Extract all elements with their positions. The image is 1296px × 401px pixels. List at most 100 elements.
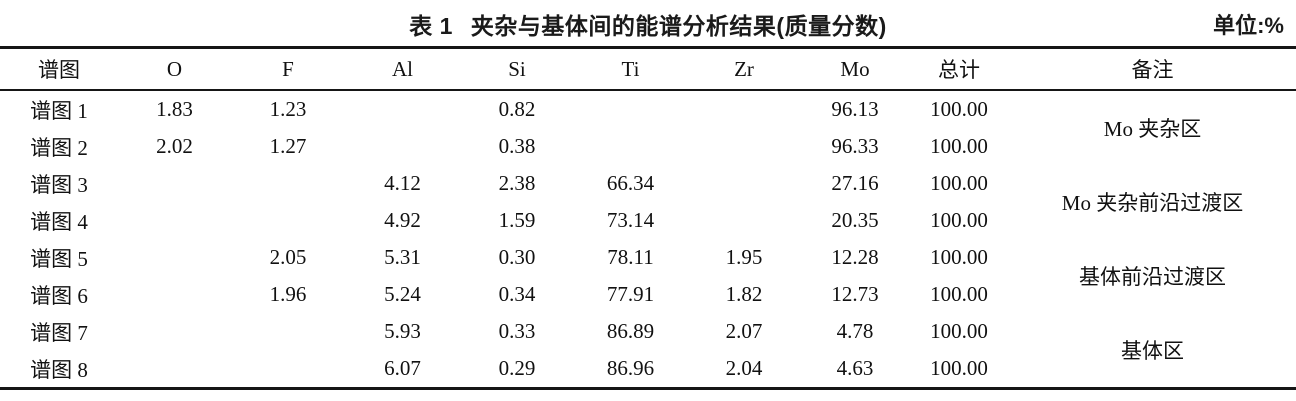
cell-ti: 77.91 <box>606 282 655 306</box>
cell-ti <box>574 128 687 165</box>
cell-f <box>231 350 345 389</box>
cell-total: 100.00 <box>930 134 988 158</box>
cell-zr <box>687 202 801 239</box>
cell-si: 0.38 <box>498 134 536 158</box>
cell-f <box>231 202 345 239</box>
cell-al: 4.92 <box>384 208 421 232</box>
col-header-ti: Ti <box>621 56 640 81</box>
cell-spectrum-label: 谱图 4 <box>30 209 88 234</box>
cell-zr <box>687 90 801 128</box>
cell-zr: 2.07 <box>725 319 763 343</box>
cell-ti: 86.96 <box>606 356 655 380</box>
header-row: 谱图 O F Al Si Ti Zr Mo 总计 备注 <box>0 48 1296 90</box>
cell-o: 2.02 <box>156 134 193 158</box>
cell-o: 1.83 <box>156 97 193 121</box>
remark-cell: Mo 夹杂区 <box>1103 117 1202 141</box>
cell-total: 100.00 <box>930 245 988 269</box>
cell-spectrum-label: 谱图 1 <box>30 98 88 123</box>
cell-mo: 96.33 <box>831 134 879 158</box>
col-header-mo: Mo <box>840 56 870 81</box>
page-title: 表 1 夹杂与基体间的能谱分析结果(质量分数) <box>0 7 1296 41</box>
cell-mo: 4.78 <box>836 319 874 343</box>
cell-spectrum-label: 谱图 6 <box>30 283 88 308</box>
col-header-total: 总计 <box>938 58 980 82</box>
cell-zr: 2.04 <box>725 356 763 380</box>
table-row: 谱图 7 5.93 0.33 86.89 2.07 4.78 100.00 基体… <box>0 313 1296 363</box>
cell-zr <box>687 165 801 202</box>
table-row: 谱图 5 2.05 5.31 0.30 78.11 1.95 12.28 100… <box>0 239 1296 289</box>
cell-total: 100.00 <box>930 356 988 380</box>
cell-f <box>231 165 345 202</box>
cell-f: 1.27 <box>269 134 307 158</box>
cell-total: 100.00 <box>930 282 988 306</box>
cell-f: 1.23 <box>269 97 307 121</box>
cell-si: 0.34 <box>498 282 536 306</box>
cell-o <box>118 313 231 350</box>
cell-ti: 66.34 <box>606 171 655 195</box>
table-row: 谱图 8 6.07 0.29 86.96 2.04 4.63 100.00 <box>0 350 1296 389</box>
cell-mo: 12.73 <box>831 282 879 306</box>
cell-o <box>118 165 231 202</box>
table-row: 谱图 3 4.12 2.38 66.34 27.16 100.00 Mo 夹杂前… <box>0 165 1296 215</box>
cell-ti: 86.89 <box>606 319 655 343</box>
cell-total: 100.00 <box>930 208 988 232</box>
cell-zr: 1.95 <box>725 245 763 269</box>
cell-al: 5.31 <box>384 245 421 269</box>
col-header-al: Al <box>392 56 413 81</box>
cell-si: 1.59 <box>498 208 536 232</box>
cell-al: 4.12 <box>384 171 421 195</box>
cell-total: 100.00 <box>930 97 988 121</box>
cell-al <box>345 128 460 165</box>
col-header-si: Si <box>508 56 526 81</box>
table-number-label: 表 1 <box>409 13 453 39</box>
cell-f <box>231 313 345 350</box>
cell-si: 0.33 <box>498 319 536 343</box>
cell-o <box>118 350 231 389</box>
cell-spectrum-label: 谱图 3 <box>30 172 88 197</box>
cell-spectrum-label: 谱图 5 <box>30 246 88 271</box>
cell-o <box>118 239 231 276</box>
col-header-f: F <box>282 56 294 81</box>
cell-zr <box>687 128 801 165</box>
cell-si: 0.82 <box>498 97 536 121</box>
table-title-text: 夹杂与基体间的能谱分析结果(质量分数) <box>470 13 887 39</box>
cell-al: 5.24 <box>384 282 421 306</box>
table-row: 谱图 4 4.92 1.59 73.14 20.35 100.00 <box>0 202 1296 239</box>
col-header-spectrum: 谱图 <box>38 58 80 82</box>
cell-ti <box>574 90 687 128</box>
cell-ti: 78.11 <box>607 245 654 269</box>
unit-label: 单位:% <box>1213 13 1284 38</box>
table-caption-bar: 表 1 夹杂与基体间的能谱分析结果(质量分数) 单位:% <box>0 0 1296 46</box>
remark-cell: 基体区 <box>1121 339 1184 363</box>
cell-o <box>118 202 231 239</box>
cell-al: 6.07 <box>384 356 421 380</box>
cell-si: 0.30 <box>498 245 536 269</box>
remark-cell: 基体前沿过渡区 <box>1079 265 1226 289</box>
col-header-o: O <box>166 56 183 81</box>
cell-spectrum-label: 谱图 2 <box>30 135 88 160</box>
cell-al <box>345 90 460 128</box>
cell-total: 100.00 <box>930 319 988 343</box>
cell-spectrum-label: 谱图 7 <box>30 320 88 345</box>
table-row: 谱图 2 2.02 1.27 0.38 96.33 100.00 <box>0 128 1296 165</box>
cell-mo: 20.35 <box>831 208 879 232</box>
cell-f: 1.96 <box>269 282 307 306</box>
col-header-remark: 备注 <box>1131 58 1174 82</box>
cell-ti: 73.14 <box>606 208 655 232</box>
cell-al: 5.93 <box>384 319 421 343</box>
cell-o <box>118 276 231 313</box>
cell-total: 100.00 <box>930 171 988 195</box>
remark-cell: Mo 夹杂前沿过渡区 <box>1061 191 1244 215</box>
cell-mo: 27.16 <box>831 171 879 195</box>
cell-spectrum-label: 谱图 8 <box>30 357 88 382</box>
data-table: 谱图 O F Al Si Ti Zr Mo 总计 备注 谱图 1 1.83 1.… <box>0 46 1296 390</box>
cell-mo: 96.13 <box>831 97 879 121</box>
cell-mo: 4.63 <box>836 356 874 380</box>
cell-si: 0.29 <box>498 356 536 380</box>
cell-si: 2.38 <box>498 171 536 195</box>
cell-mo: 12.28 <box>831 245 879 269</box>
table-row: 谱图 6 1.96 5.24 0.34 77.91 1.82 12.73 100… <box>0 276 1296 313</box>
cell-f: 2.05 <box>269 245 307 269</box>
table-row: 谱图 1 1.83 1.23 0.82 96.13 100.00 Mo 夹杂区 <box>0 90 1296 141</box>
